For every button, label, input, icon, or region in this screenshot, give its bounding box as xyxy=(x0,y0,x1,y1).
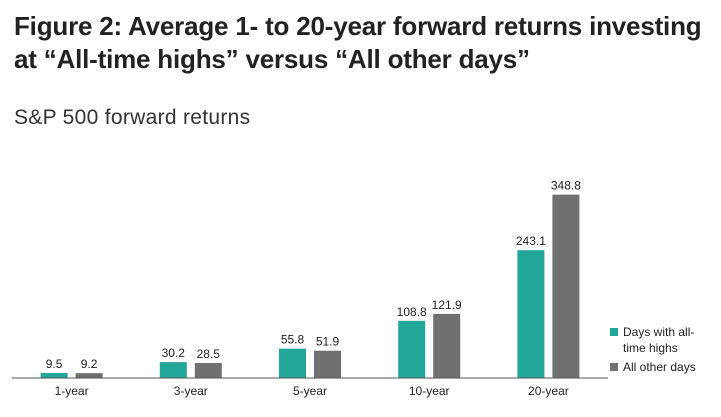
data-label: 30.2 xyxy=(162,346,186,360)
bar-3-year-series-1 xyxy=(194,363,222,378)
x-tick-label: 1-year xyxy=(55,384,89,398)
legend-item-series-1: All other days xyxy=(610,359,720,375)
legend-label-series-0: Days with all-time highs xyxy=(623,325,695,355)
bar-3-year-series-0 xyxy=(159,362,187,378)
x-tick-label: 5-year xyxy=(293,384,327,398)
legend-swatch-series-0 xyxy=(610,328,618,336)
bar-1-year-series-0 xyxy=(40,373,68,378)
bar-10-year-series-0 xyxy=(398,320,426,378)
bar-5-year-series-1 xyxy=(314,350,341,378)
data-label: 9.5 xyxy=(46,357,63,371)
data-label: 9.2 xyxy=(81,357,98,371)
data-label: 121.9 xyxy=(432,298,462,312)
data-label: 108.8 xyxy=(397,305,427,319)
data-label: 28.5 xyxy=(197,347,221,361)
x-tick-label: 20-year xyxy=(528,384,569,398)
bar-20-year-series-1 xyxy=(552,194,580,378)
data-label: 243.1 xyxy=(516,234,546,248)
legend: Days with all-time highs All other days xyxy=(610,324,720,378)
legend-swatch-series-1 xyxy=(610,363,618,371)
page-subtitle: S&P 500 forward returns xyxy=(14,106,251,129)
data-label: 51.9 xyxy=(316,335,340,349)
bar-20-year-series-0 xyxy=(517,250,545,378)
bar-1-year-series-1 xyxy=(75,373,103,378)
x-tick-label: 3-year xyxy=(174,384,208,398)
x-tick-label: 10-year xyxy=(409,384,450,398)
page-title: Figure 2: Average 1- to 20-year forward … xyxy=(14,11,702,74)
data-label: 348.8 xyxy=(551,179,581,193)
bar-5-year-series-0 xyxy=(279,348,306,378)
legend-label-series-1: All other days xyxy=(623,360,696,374)
legend-item-series-0: Days with all-time highs xyxy=(610,324,720,356)
data-label: 55.8 xyxy=(281,333,305,347)
bar-10-year-series-1 xyxy=(433,313,461,378)
